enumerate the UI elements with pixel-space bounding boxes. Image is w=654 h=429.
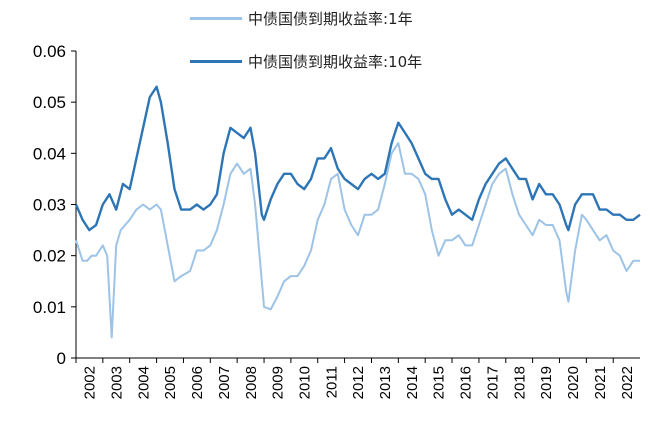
legend-swatch-1y bbox=[190, 17, 242, 20]
x-tick-label: 2008 bbox=[243, 366, 260, 399]
x-tick-label: 2005 bbox=[162, 366, 179, 399]
x-tick-label: 2010 bbox=[296, 366, 313, 399]
axes: 0 0.01 0.02 0.03 0.04 0.05 0.06 2002 2003 2004 200… bbox=[33, 42, 640, 399]
x-tick-label: 2013 bbox=[377, 366, 394, 399]
legend-label-1y: 中债国债到期收益率:1年 bbox=[248, 10, 413, 28]
x-tick-label: 2015 bbox=[431, 366, 448, 399]
x-tick-label: 2009 bbox=[270, 366, 287, 399]
x-tick-label: 2006 bbox=[189, 366, 206, 399]
x-tick-label: 2011 bbox=[323, 366, 340, 398]
series-line-10y bbox=[74, 85, 641, 232]
x-tick-label: 2003 bbox=[108, 366, 125, 399]
x-tick-label: 2020 bbox=[565, 366, 582, 399]
legend-item-1y: 中债国债到期收益率:1年 bbox=[190, 8, 413, 29]
x-tick-label: 2021 bbox=[592, 366, 609, 399]
x-tick-label: 2016 bbox=[458, 366, 475, 399]
y-tick-label: 0.04 bbox=[33, 144, 66, 163]
legend-item-10y: 中债国债到期收益率:10年 bbox=[190, 51, 422, 72]
x-tick-label: 2017 bbox=[485, 366, 502, 399]
x-tick-label: 2014 bbox=[404, 366, 421, 399]
x-tick-label: 2018 bbox=[511, 366, 528, 399]
y-tick-label: 0.01 bbox=[33, 298, 66, 317]
x-tick-label: 2007 bbox=[216, 366, 233, 399]
x-tick-label: 2019 bbox=[538, 366, 555, 399]
legend-swatch-10y bbox=[190, 60, 242, 63]
y-tick-label: 0.06 bbox=[33, 42, 66, 61]
x-tick-label: 2022 bbox=[619, 366, 636, 399]
legend-label-10y: 中债国债到期收益率:10年 bbox=[248, 53, 423, 71]
y-tick-label: 0.02 bbox=[33, 247, 66, 266]
x-tick-label: 2004 bbox=[135, 366, 152, 399]
series-lines bbox=[74, 85, 641, 339]
x-tick-label: 2002 bbox=[82, 366, 99, 399]
y-tick-label: 0 bbox=[57, 349, 66, 368]
y-tick-label: 0.05 bbox=[33, 93, 66, 112]
y-tick-label: 0.03 bbox=[33, 196, 66, 215]
series-line-1y bbox=[75, 142, 640, 339]
x-tick-label: 2012 bbox=[350, 366, 367, 399]
